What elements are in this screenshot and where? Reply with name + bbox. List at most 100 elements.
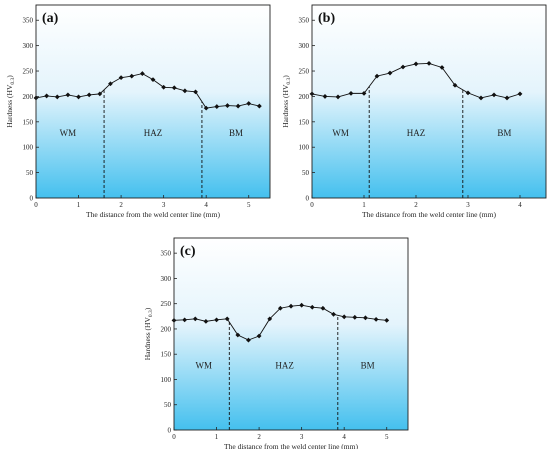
x-tick-label: 2 (119, 201, 123, 209)
x-axis-label: The distance from the weld center line (… (224, 442, 358, 449)
x-tick-label: 0 (172, 433, 176, 441)
data-point (374, 73, 380, 79)
region-label-wm: WM (196, 360, 213, 370)
data-point (171, 85, 177, 91)
chart-panel-1: 0 50 100 150 200 250 300 350 0 1 2 3 4 5 The distance … (5, 4, 271, 219)
data-point (373, 316, 379, 322)
region-label-haz: HAZ (407, 128, 426, 138)
data-point (86, 92, 92, 98)
data-point (246, 101, 252, 106)
region-label-bm: BM (361, 360, 375, 370)
y-tick-label: 300 (161, 275, 172, 283)
data-point (161, 84, 167, 90)
region-label-haz: HAZ (144, 128, 163, 138)
x-tick-label: 0 (34, 201, 38, 209)
data-point (491, 92, 497, 98)
x-tick-label: 4 (518, 201, 522, 209)
panel-label: (a) (42, 11, 59, 26)
region-label-wm: WM (332, 128, 349, 138)
data-point (452, 82, 458, 88)
data-point (192, 316, 198, 322)
data-point (203, 105, 209, 111)
data-point (426, 61, 432, 66)
y-tick-label: 100 (161, 376, 172, 384)
data-point (193, 89, 198, 95)
data-point (363, 315, 368, 321)
data-point (384, 317, 390, 323)
panel-label: (b) (318, 11, 335, 26)
data-point (413, 61, 419, 67)
data-point (214, 104, 220, 109)
y-tick-label: 50 (302, 169, 310, 177)
data-point (504, 95, 510, 101)
x-axis-label: The distance from the weld center line (… (86, 210, 220, 219)
data-point (246, 337, 251, 343)
y-axis-label: Hardness (HV0.3) (143, 307, 154, 360)
x-tick-label: 2 (257, 433, 261, 441)
data-point (44, 93, 50, 99)
x-tick-label: 4 (342, 433, 346, 441)
region-label-haz: HAZ (275, 360, 294, 370)
plot-background (312, 5, 546, 198)
y-tick-label: 100 (23, 144, 34, 152)
data-point (182, 88, 188, 94)
data-point (400, 64, 406, 70)
x-tick-label: 1 (362, 201, 366, 209)
x-tick-label: 1 (77, 201, 81, 209)
data-point (235, 103, 241, 109)
data-point (65, 92, 71, 98)
y-tick-label: 0 (306, 195, 310, 203)
y-tick-label: 200 (23, 93, 34, 101)
y-tick-label: 250 (299, 68, 310, 76)
x-tick-label: 3 (466, 201, 470, 209)
data-point (129, 73, 135, 79)
plot-frame (311, 4, 547, 199)
y-tick-label: 50 (26, 169, 34, 177)
data-point (76, 94, 81, 100)
data-point (352, 314, 358, 320)
y-tick-label: 350 (299, 17, 310, 25)
data-point (331, 311, 336, 317)
data-point (465, 90, 471, 96)
x-tick-label: 1 (215, 433, 219, 441)
data-point (288, 303, 294, 309)
data-point (267, 316, 273, 322)
data-point (214, 317, 219, 323)
data-point (182, 317, 188, 323)
data-point (225, 103, 230, 108)
x-tick-label: 3 (300, 433, 304, 441)
x-tick-label: 5 (385, 433, 389, 441)
y-tick-label: 150 (23, 118, 34, 126)
data-point (256, 333, 262, 339)
chart-panel-3: 0 50 100 150 200 250 300 350 0 1 2 3 4 5 The distance … (143, 237, 409, 449)
y-tick-label: 0 (168, 427, 172, 435)
y-tick-label: 300 (23, 42, 34, 50)
data-point (256, 103, 262, 109)
data-point (277, 305, 283, 311)
y-tick-label: 350 (161, 250, 172, 258)
region-label-bm: BM (497, 128, 511, 138)
plot-background (36, 5, 270, 198)
data-point (235, 332, 241, 338)
x-axis-label: The distance from the weld center line (… (362, 210, 496, 219)
data-point (224, 316, 230, 322)
data-point (203, 318, 209, 324)
x-tick-label: 5 (247, 201, 251, 209)
y-tick-label: 200 (161, 325, 172, 333)
data-point (108, 81, 113, 87)
plot-frame (35, 4, 271, 199)
chart-panel-2: 0 50 100 150 200 250 300 350 0 1 2 3 4 The distance f… (281, 4, 547, 219)
y-axis-label: Hardness (HV0.3) (281, 75, 292, 128)
panel-label: (c) (180, 244, 196, 259)
y-tick-label: 150 (299, 118, 310, 126)
y-tick-label: 300 (299, 42, 310, 50)
data-point (341, 314, 347, 320)
region-label-wm: WM (60, 128, 77, 138)
plot-background (174, 238, 408, 430)
x-tick-label: 3 (162, 201, 166, 209)
data-point (361, 90, 367, 96)
plot-frame (173, 237, 409, 431)
x-tick-label: 2 (414, 201, 418, 209)
x-tick-label: 4 (204, 201, 208, 209)
